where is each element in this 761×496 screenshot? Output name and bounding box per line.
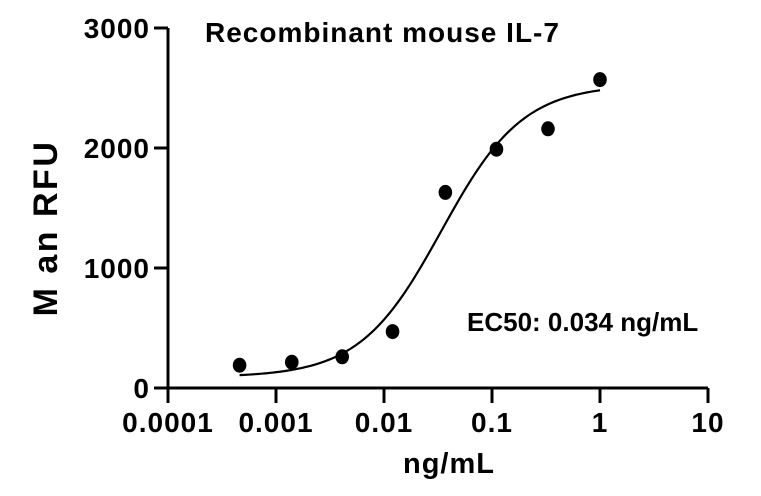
- x-tick-label: 0.001: [238, 407, 313, 438]
- tick-labels: 0 1000 2000 3000 0.0001 0.001 0.01 0.1 1 10: [84, 13, 724, 438]
- data-point: [385, 324, 400, 340]
- chart-title: Recombinant mouse IL-7: [205, 17, 560, 48]
- data-point: [438, 184, 453, 200]
- x-tick-label: 0.0001: [122, 407, 214, 438]
- data-point: [541, 121, 555, 137]
- x-tick-label: 1: [592, 407, 609, 438]
- y-tick-label: 0: [133, 373, 150, 404]
- fit-curve: [239, 89, 601, 377]
- y-tick-label: 3000: [84, 13, 150, 44]
- axes: [154, 26, 710, 403]
- data-point: [232, 357, 247, 373]
- data-point: [593, 72, 607, 88]
- x-tick-label: 0.1: [471, 407, 513, 438]
- data-point: [489, 141, 504, 157]
- ec50-annotation: EC50: 0.034 ng/mL: [467, 307, 698, 337]
- data-points: [232, 72, 607, 373]
- data-point: [284, 354, 299, 370]
- y-axis-label: M an RFU: [27, 140, 65, 317]
- x-axis-label: ng/mL: [403, 448, 495, 480]
- data-point: [335, 349, 349, 365]
- x-tick-label: 0.01: [355, 407, 414, 438]
- x-tick-label: 10: [691, 407, 724, 438]
- y-tick-label: 1000: [84, 253, 150, 284]
- y-tick-label: 2000: [84, 133, 150, 164]
